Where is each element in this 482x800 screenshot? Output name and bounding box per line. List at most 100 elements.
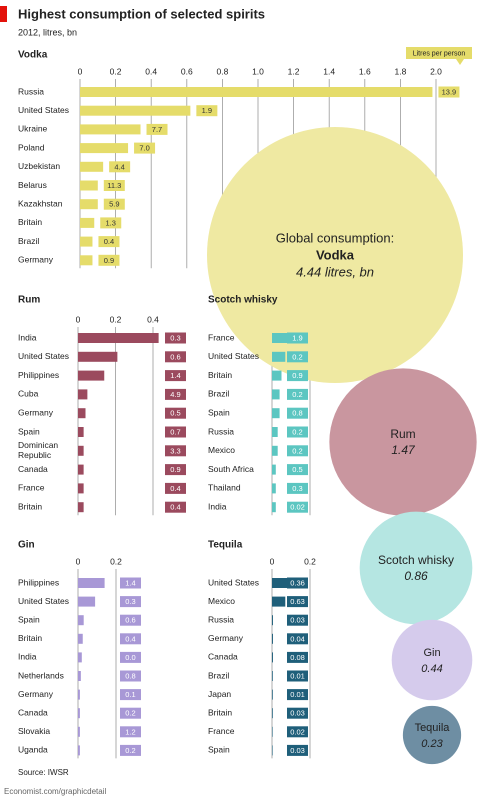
per-person-box bbox=[165, 464, 186, 476]
per-person-label: 0.02 bbox=[290, 727, 305, 736]
legend-pointer bbox=[456, 59, 464, 65]
bubble-name: Tequila bbox=[415, 722, 451, 734]
y-tick-label: Uganda bbox=[18, 745, 48, 755]
bar bbox=[272, 708, 273, 719]
bar bbox=[272, 745, 273, 756]
per-person-box bbox=[120, 726, 141, 738]
per-person-label: 0.01 bbox=[290, 671, 305, 680]
y-tick-label: Canada bbox=[18, 707, 48, 717]
footer: Economist.com/graphicdetail bbox=[4, 787, 106, 796]
per-person-box bbox=[120, 744, 141, 756]
x-tick-label: 0.2 bbox=[110, 66, 122, 76]
bar bbox=[78, 745, 80, 756]
bar bbox=[78, 689, 80, 700]
bar bbox=[78, 333, 159, 343]
bubble bbox=[207, 127, 463, 383]
y-tick-label: Spain bbox=[18, 614, 40, 624]
bubble-name: Gin bbox=[423, 647, 440, 659]
bubble bbox=[402, 705, 462, 765]
per-person-label: 0.36 bbox=[290, 578, 305, 587]
bar bbox=[80, 236, 93, 247]
y-tick-label: India bbox=[208, 501, 227, 511]
per-person-label: 0.6 bbox=[170, 352, 180, 361]
bar bbox=[78, 502, 84, 513]
bar bbox=[80, 87, 433, 97]
per-person-box bbox=[287, 651, 308, 663]
per-person-box bbox=[120, 689, 141, 701]
panel-title: Tequila bbox=[208, 540, 243, 551]
x-tick-label: 2.0 bbox=[430, 66, 442, 76]
bar bbox=[80, 255, 93, 266]
y-tick-label: Cuba bbox=[18, 389, 39, 399]
per-person-label: 1.4 bbox=[170, 371, 180, 380]
bar bbox=[80, 217, 95, 228]
per-person-box bbox=[134, 142, 156, 154]
bar bbox=[80, 105, 191, 116]
per-person-label: 0.5 bbox=[292, 465, 302, 474]
bar bbox=[272, 389, 280, 400]
per-person-label: 0.03 bbox=[290, 709, 305, 718]
per-person-label: 0.4 bbox=[104, 237, 114, 246]
y-tick-label: Brazil bbox=[18, 236, 39, 246]
bubble-name: Vodka bbox=[316, 247, 355, 262]
per-person-box bbox=[196, 105, 218, 117]
per-person-box bbox=[109, 161, 131, 173]
y-tick-label: Germany bbox=[18, 407, 54, 417]
per-person-box bbox=[438, 86, 460, 98]
per-person-label: 0.2 bbox=[125, 709, 135, 718]
x-tick-label: 1.8 bbox=[394, 66, 406, 76]
x-tick-label: 1.0 bbox=[252, 66, 264, 76]
per-person-box bbox=[146, 123, 168, 135]
bar bbox=[272, 578, 295, 588]
y-tick-label: Brazil bbox=[208, 670, 229, 680]
per-person-box bbox=[287, 482, 308, 494]
bar bbox=[272, 445, 278, 456]
per-person-label: 1.2 bbox=[125, 727, 135, 736]
bar bbox=[272, 483, 276, 494]
per-person-box bbox=[287, 670, 308, 682]
per-person-box bbox=[98, 254, 120, 266]
x-tick-label: 0.8 bbox=[216, 66, 228, 76]
legend-label: Litres per person bbox=[413, 50, 466, 57]
per-person-box bbox=[120, 633, 141, 645]
y-tick-label: Russia bbox=[208, 614, 234, 624]
per-person-label: 0.4 bbox=[170, 484, 180, 493]
bar bbox=[78, 708, 80, 719]
y-tick-label: Mexico bbox=[208, 596, 235, 606]
bar bbox=[78, 578, 105, 588]
per-person-box bbox=[287, 426, 308, 438]
y-tick-label: Brazil bbox=[208, 389, 229, 399]
y-tick-label: United States bbox=[18, 351, 69, 361]
per-person-box bbox=[287, 633, 308, 645]
per-person-label: 0.4 bbox=[170, 503, 180, 512]
y-tick-label: France bbox=[18, 483, 45, 493]
bar bbox=[272, 615, 273, 626]
per-person-box bbox=[287, 689, 308, 701]
legend-box bbox=[406, 47, 472, 59]
per-person-label: 0.03 bbox=[290, 746, 305, 755]
bar bbox=[272, 427, 278, 437]
per-person-box bbox=[165, 426, 186, 438]
y-tick-label: Germany bbox=[18, 689, 54, 699]
y-tick-label: Ukraine bbox=[18, 124, 48, 134]
bar bbox=[78, 445, 84, 456]
y-tick-label: Russia bbox=[208, 426, 234, 436]
per-person-label: 5.9 bbox=[109, 200, 119, 209]
y-tick-label: United States bbox=[208, 577, 259, 587]
per-person-label: 0.2 bbox=[292, 427, 302, 436]
per-person-label: 0.2 bbox=[292, 352, 302, 361]
y-tick-label: Germany bbox=[18, 255, 54, 265]
per-person-box bbox=[287, 744, 308, 756]
per-person-box bbox=[165, 388, 186, 400]
y-tick-label: France bbox=[208, 726, 235, 736]
per-person-box bbox=[287, 407, 308, 419]
y-tick-label: Mexico bbox=[208, 445, 235, 455]
source: Source: IWSR bbox=[18, 768, 69, 777]
bubble-value: 1.47 bbox=[391, 443, 416, 457]
per-person-box bbox=[165, 370, 186, 382]
per-person-label: 1.9 bbox=[292, 333, 302, 342]
per-person-label: 0.3 bbox=[125, 597, 135, 606]
per-person-label: 0.9 bbox=[292, 371, 302, 380]
bubble-value: 0.86 bbox=[404, 569, 428, 583]
